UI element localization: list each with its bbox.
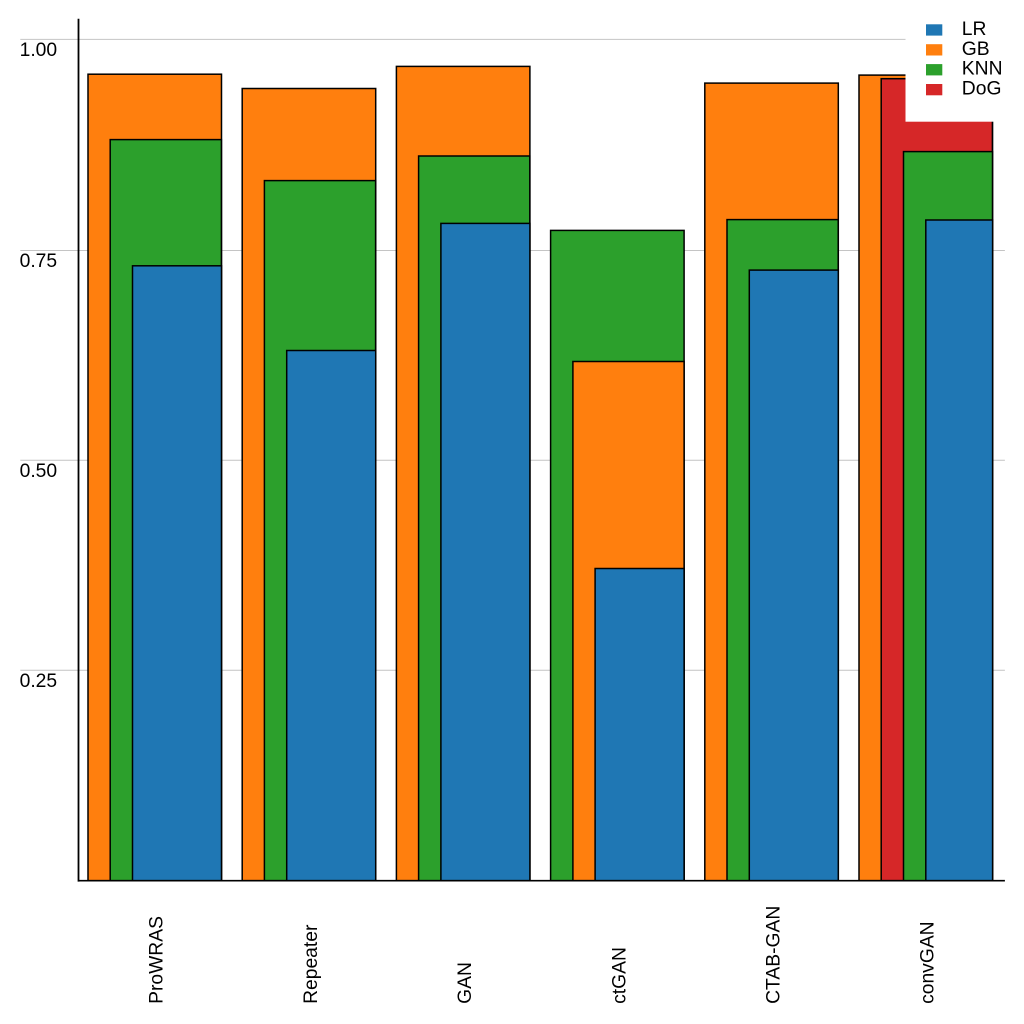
svg-text:convGAN: convGAN (918, 921, 939, 1004)
svg-text:0.50: 0.50 (20, 461, 58, 482)
svg-text:GAN: GAN (455, 962, 476, 1004)
svg-text:ProWRAS: ProWRAS (147, 916, 168, 1004)
svg-text:ctGAN: ctGAN (609, 947, 630, 1004)
svg-text:0.25: 0.25 (20, 671, 58, 692)
svg-text:1.00: 1.00 (20, 40, 58, 61)
svg-text:0.75: 0.75 (20, 251, 58, 272)
svg-text:KNN: KNN (962, 59, 1003, 80)
svg-text:CTAB-GAN: CTAB-GAN (764, 906, 785, 1004)
svg-text:LR: LR (962, 19, 987, 40)
svg-text:Repeater: Repeater (301, 924, 322, 1004)
svg-text:DoG: DoG (962, 79, 1002, 100)
svg-text:GB: GB (962, 39, 990, 60)
